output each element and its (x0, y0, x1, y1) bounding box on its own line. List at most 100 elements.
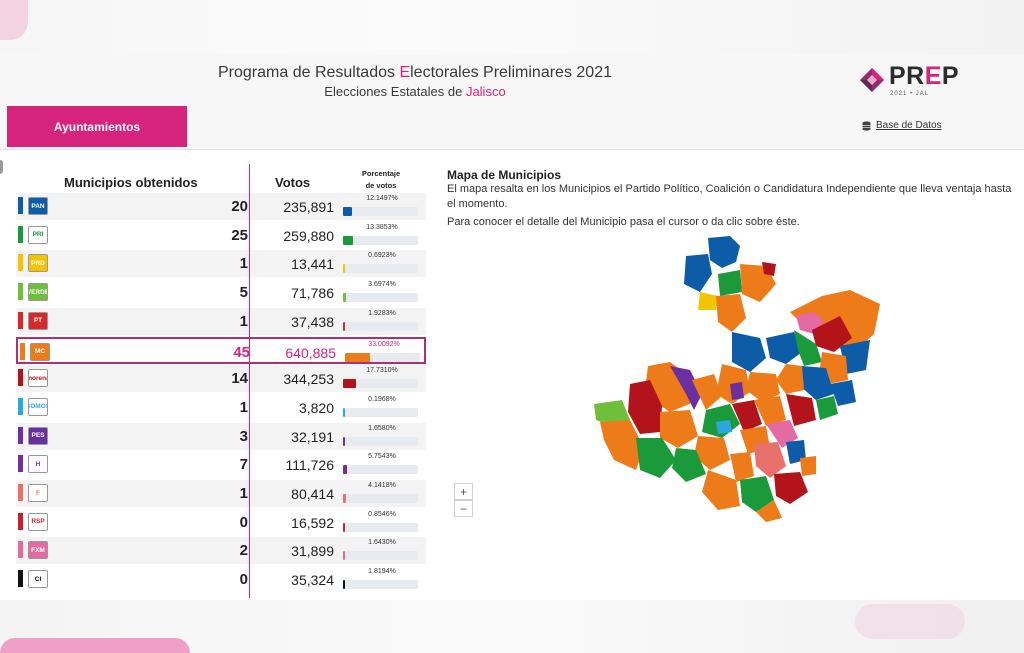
database-icon (862, 120, 871, 131)
votes-value: 111,726 (285, 457, 334, 474)
map-region-north-2[interactable] (684, 254, 712, 292)
blurred-top-bar (0, 0, 1024, 54)
map-region-s-1[interactable] (702, 470, 740, 510)
percentage-bar-fill (343, 379, 357, 389)
votes-value: 37,438 (291, 313, 334, 330)
map-region-m-5[interactable] (730, 382, 744, 400)
map-region-m-13[interactable] (754, 442, 786, 478)
map-region-m-6[interactable] (754, 396, 786, 426)
party-logo-icon: F (28, 484, 48, 502)
vote-percentage: 5.7543% (368, 453, 396, 461)
votes-value: 3,820 (298, 399, 334, 416)
percentage-bar-track (343, 436, 418, 446)
party-row[interactable]: FXM 2 31,899 1.6430% (16, 537, 426, 565)
database-link[interactable]: Base de Datos (862, 120, 942, 131)
map-region-north-3[interactable] (698, 292, 718, 310)
prep-logo-year: 2021 • JAL (890, 91, 930, 97)
party-color-marker (20, 342, 25, 360)
percentage-bar-fill (343, 207, 353, 216)
percentage-bar-fill (343, 321, 345, 331)
percentage-bar-track (343, 321, 418, 331)
party-color-marker (18, 283, 23, 301)
percentage-bar-fill (343, 580, 345, 590)
map-region-w-6[interactable] (692, 374, 722, 410)
map-region-w-3[interactable] (594, 400, 630, 426)
map-region-north-4[interactable] (718, 270, 742, 296)
party-row[interactable]: SOMOS 1 3,820 0.1968% (16, 394, 426, 421)
party-row[interactable]: MC 45 640,885 33.0092% (16, 336, 426, 364)
map-region-ne-4[interactable] (840, 340, 870, 374)
party-color-marker (18, 484, 23, 501)
map-region-c-5[interactable] (830, 380, 856, 406)
vote-percentage: 12.1497% (366, 195, 398, 202)
party-row[interactable]: PRI 25 259,880 13.3853% (16, 222, 426, 249)
map-region-c-2[interactable] (766, 332, 802, 364)
party-logo-icon: SOMOS (28, 397, 48, 416)
party-row[interactable]: F 1 80,414 4.1418% (16, 480, 426, 507)
prep-logo-text: PREP (889, 62, 960, 90)
map-region-m-11[interactable] (672, 448, 706, 482)
party-row[interactable]: morena 14 344,253 17.7310% (16, 365, 426, 393)
map-region-c-8[interactable] (816, 396, 838, 420)
party-row[interactable]: PAN 20 235,891 12.1497% (16, 193, 426, 220)
jalisco-municipalities-map[interactable] (590, 234, 886, 524)
map-region-north-7[interactable] (716, 294, 746, 332)
party-row[interactable]: H 7 111,726 5.7543% (16, 451, 426, 478)
party-row[interactable]: PT 1 37,438 1.9283% (16, 307, 426, 335)
percentage-bar-fill (343, 522, 345, 532)
map-region-north-6[interactable] (762, 262, 776, 276)
municipios-count: 0 (239, 571, 248, 589)
map-region-s-2[interactable] (740, 476, 774, 512)
party-row[interactable]: PES 3 32,191 1.6580% (16, 422, 426, 450)
party-color-marker (18, 254, 23, 272)
database-link-label: Base de Datos (876, 120, 942, 131)
party-logo-icon: PT (28, 311, 48, 330)
party-logo-icon: morena (28, 369, 48, 388)
party-row[interactable]: CI 0 35,324 1.8194% (16, 566, 426, 593)
party-row[interactable]: RSP 0 16,592 0.8546% (16, 509, 426, 536)
zoom-out-button[interactable]: − (454, 500, 473, 517)
map-region-w-7[interactable] (660, 410, 698, 448)
map-region-m-9[interactable] (766, 420, 798, 448)
municipios-count: 1 (239, 398, 248, 416)
map-region-c-6[interactable] (800, 366, 834, 400)
party-logo-icon: PAN (28, 197, 48, 215)
tab-ayuntamientos[interactable]: Ayuntamientos (7, 106, 187, 147)
map-region-w-2[interactable] (628, 380, 662, 434)
map-region-m-3[interactable] (732, 400, 762, 432)
map-region-w-5[interactable] (670, 366, 702, 410)
party-color-marker (18, 455, 23, 473)
map-region-c-7[interactable] (776, 364, 804, 394)
party-logo-icon: PRD (28, 254, 48, 273)
percentage-bar-track (343, 522, 418, 532)
party-color-marker (18, 397, 23, 415)
map-region-m-4[interactable] (716, 420, 732, 434)
map-region-m-7[interactable] (786, 394, 816, 426)
map-region-s-5[interactable] (800, 456, 816, 476)
percentage-bar-track (343, 465, 418, 475)
map-region-ne-3[interactable] (812, 316, 852, 352)
map-region-c-1[interactable] (732, 332, 766, 372)
map-region-c-9[interactable] (746, 372, 780, 402)
municipios-count: 7 (239, 456, 248, 474)
map-region-s-4[interactable] (774, 472, 808, 504)
map-region-north-1[interactable] (708, 236, 740, 268)
blurred-bottom-bar (0, 600, 1024, 653)
zoom-in-button[interactable]: + (454, 483, 473, 500)
map-region-w-4[interactable] (600, 420, 644, 470)
percentage-bar-fill (343, 436, 345, 446)
percentage-bar-track (343, 407, 418, 417)
vote-percentage: 13.3853% (366, 223, 398, 231)
map-region-s-3[interactable] (756, 500, 782, 522)
municipios-count: 25 (231, 226, 248, 244)
party-row[interactable]: VERDE 5 71,786 3.6974% (16, 279, 426, 306)
scroll-indicator (0, 160, 3, 174)
municipios-count: 1 (239, 312, 248, 330)
map-region-m-10[interactable] (694, 436, 730, 470)
party-logo-icon: PRI (28, 225, 48, 244)
percentage-bar-fill (345, 352, 370, 362)
party-row[interactable]: PRD 1 13,441 0.6923% (16, 250, 426, 278)
map-region-w-8[interactable] (636, 438, 676, 478)
map-region-m-12[interactable] (730, 452, 754, 482)
map-region-c-3[interactable] (794, 330, 822, 366)
